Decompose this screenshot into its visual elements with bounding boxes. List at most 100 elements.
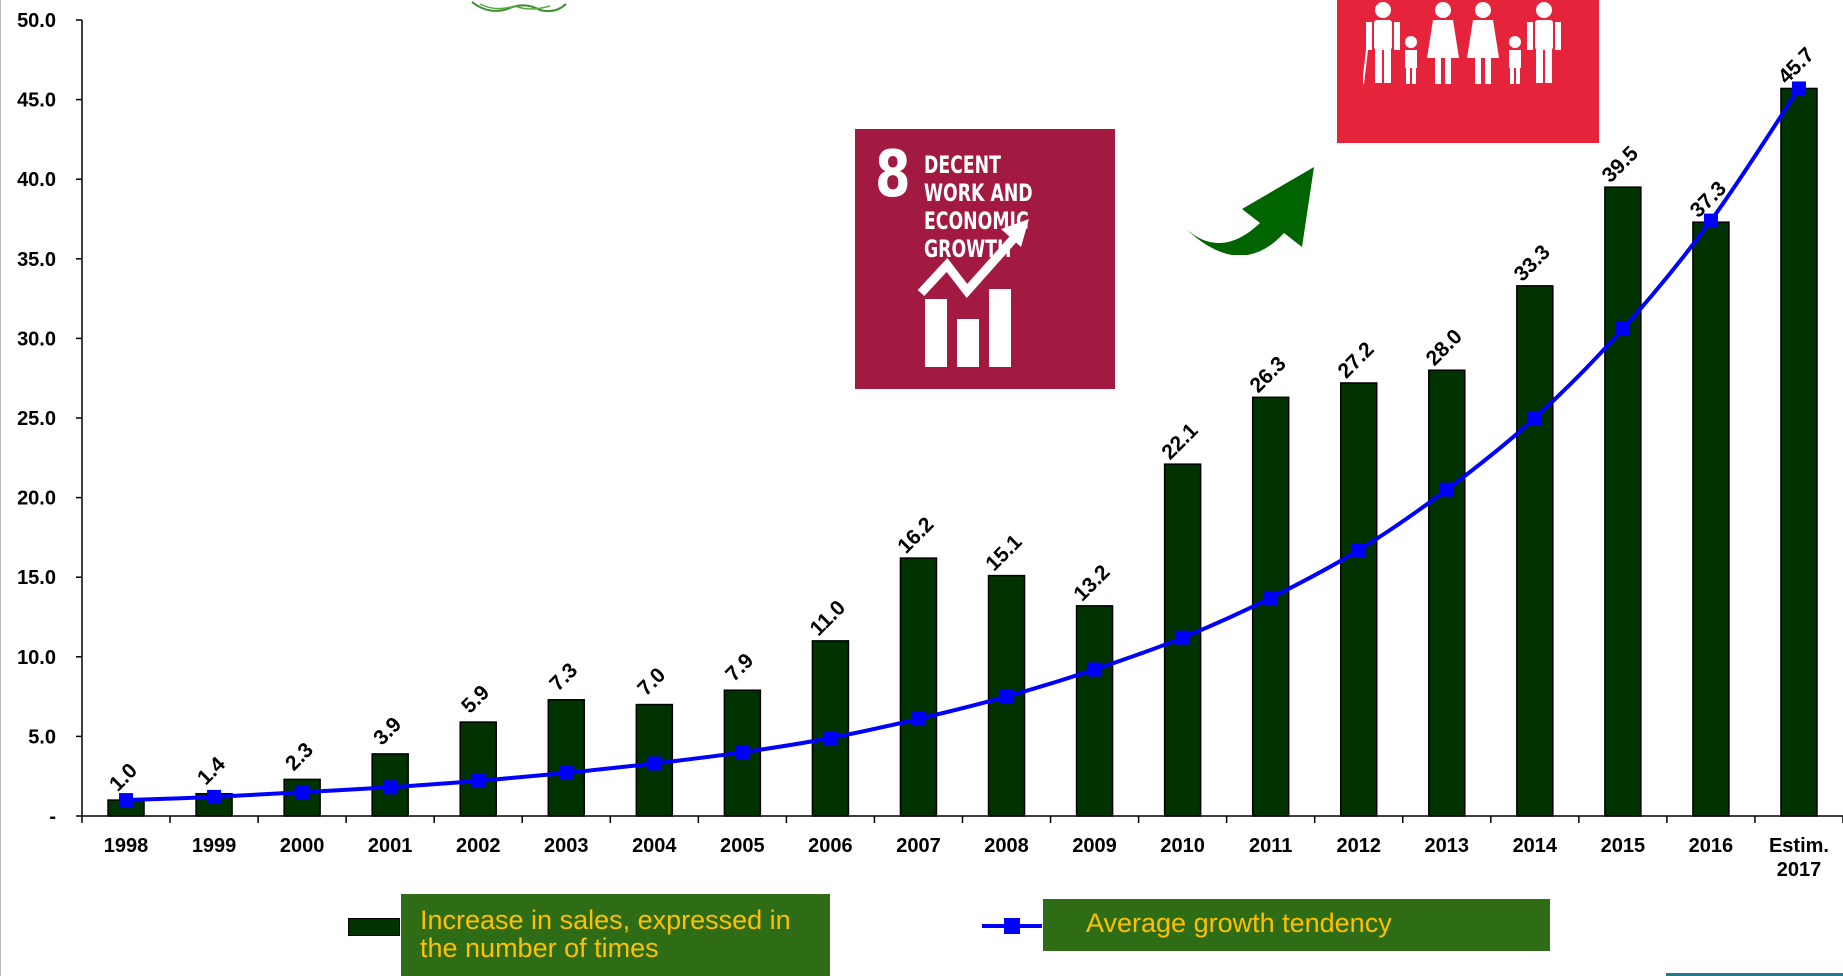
bar-data-label: 33.3 bbox=[1510, 241, 1555, 286]
chart-bars bbox=[107, 87, 1818, 817]
leaf-decoration-icon bbox=[471, 1, 567, 13]
x-tick-label: 2002 bbox=[456, 835, 501, 857]
trend-marker bbox=[1439, 482, 1454, 497]
y-tick-label: 15.0 bbox=[17, 567, 56, 589]
trend-marker bbox=[1087, 662, 1102, 677]
y-tick-label: 5.0 bbox=[28, 726, 56, 748]
trend-marker bbox=[207, 789, 222, 804]
y-tick-label: 45.0 bbox=[17, 90, 56, 112]
bar bbox=[459, 721, 497, 817]
y-tick-label: 25.0 bbox=[17, 408, 56, 430]
bar bbox=[1692, 221, 1730, 817]
y-tick-label: 30.0 bbox=[17, 328, 56, 350]
bar-data-label: 5.9 bbox=[457, 681, 494, 718]
bar bbox=[1163, 463, 1202, 817]
trend-marker bbox=[119, 793, 134, 808]
bar bbox=[1428, 369, 1466, 817]
trend-marker bbox=[823, 730, 838, 745]
bar-data-label: 7.9 bbox=[721, 649, 758, 686]
x-tick-label: 2008 bbox=[984, 835, 1029, 857]
trend-marker bbox=[911, 711, 926, 726]
trend-marker bbox=[1175, 630, 1190, 645]
sdg8-number: 8 bbox=[875, 138, 911, 212]
bar-data-label: 3.9 bbox=[369, 713, 406, 750]
x-tick-label: 2016 bbox=[1689, 835, 1734, 857]
bar-data-label: 37.3 bbox=[1686, 177, 1731, 222]
bar bbox=[1516, 285, 1554, 817]
trend-marker bbox=[471, 773, 486, 788]
trend-marker bbox=[999, 689, 1014, 704]
legend-bar-swatch bbox=[348, 918, 400, 936]
bar bbox=[1780, 87, 1818, 817]
x-tick-label: 2001 bbox=[368, 835, 413, 857]
trend-marker bbox=[1263, 590, 1278, 605]
x-tick-label: 2007 bbox=[896, 835, 941, 857]
bar-data-label: 7.0 bbox=[633, 664, 670, 701]
bar-data-label: 2.3 bbox=[281, 738, 318, 775]
x-tick-label: 2003 bbox=[544, 835, 589, 857]
corner-tab bbox=[1666, 973, 1843, 976]
x-tick-label: 2005 bbox=[720, 835, 765, 857]
trend-marker bbox=[383, 780, 398, 795]
x-tick-label: 2000 bbox=[280, 835, 325, 857]
bar-data-label: 13.2 bbox=[1069, 561, 1114, 606]
family-icon bbox=[1363, 2, 1561, 85]
legend-bar-label: Increase in sales, expressed in the numb… bbox=[401, 894, 830, 976]
bar-data-label: 1.4 bbox=[193, 752, 230, 789]
bar-data-label: 7.3 bbox=[545, 659, 582, 696]
legend-line-swatch bbox=[982, 918, 1042, 934]
y-tick-label: - bbox=[49, 806, 56, 828]
x-tick-label: 2010 bbox=[1160, 835, 1205, 857]
trend-marker bbox=[559, 766, 574, 781]
trend-marker bbox=[1615, 321, 1630, 336]
x-tick-label: 2004 bbox=[632, 835, 677, 857]
trend-marker bbox=[647, 756, 662, 771]
y-tick-label: 50.0 bbox=[17, 10, 56, 32]
left-edge-line bbox=[0, 0, 1, 976]
x-tick-label: 2013 bbox=[1425, 835, 1470, 857]
y-tick-label: 40.0 bbox=[17, 169, 56, 191]
y-tick-label: 20.0 bbox=[17, 488, 56, 510]
x-tick-label: 2014 bbox=[1513, 835, 1558, 857]
y-tick-label: 35.0 bbox=[17, 249, 56, 271]
bar bbox=[1604, 186, 1642, 817]
legend-line-label: Average growth tendency bbox=[1043, 899, 1550, 951]
bar bbox=[547, 699, 586, 817]
x-tick-label: 2017 bbox=[1777, 859, 1822, 881]
curved-arrow-icon bbox=[1184, 167, 1314, 255]
bar bbox=[1075, 605, 1114, 817]
trend-marker bbox=[1703, 213, 1718, 228]
bar-data-label: 22.1 bbox=[1157, 419, 1202, 464]
bar-data-label: 45.7 bbox=[1774, 43, 1819, 88]
x-tick-label: 1998 bbox=[104, 835, 149, 857]
growth-chart-icon bbox=[917, 219, 1029, 367]
x-tick-label: 2012 bbox=[1336, 835, 1381, 857]
bar-data-label: 27.2 bbox=[1334, 338, 1379, 383]
y-tick-label: 10.0 bbox=[17, 647, 56, 669]
x-tick-label: 2009 bbox=[1072, 835, 1117, 857]
bar-data-label: 26.3 bbox=[1245, 352, 1290, 397]
x-tick-label: 2011 bbox=[1249, 835, 1292, 857]
bar-data-label: 1.0 bbox=[105, 759, 142, 796]
sdg-family-badge bbox=[1337, 0, 1599, 143]
bar-data-label: 11.0 bbox=[806, 596, 850, 640]
x-tick-label: 2006 bbox=[808, 835, 853, 857]
x-tick-label: 2015 bbox=[1601, 835, 1646, 857]
trend-marker bbox=[1351, 543, 1366, 558]
x-tick-label: Estim. bbox=[1769, 835, 1829, 857]
x-tick-label: 1999 bbox=[192, 835, 237, 857]
trend-line bbox=[119, 81, 1806, 808]
bar-data-label: 28.0 bbox=[1422, 325, 1467, 370]
bar bbox=[811, 640, 850, 817]
bar-data-label: 39.5 bbox=[1598, 142, 1643, 187]
bar-data-label: 15.1 bbox=[981, 530, 1026, 575]
trend-marker bbox=[1527, 411, 1542, 425]
trend-marker bbox=[295, 785, 310, 800]
bar bbox=[899, 557, 938, 817]
sdg8-badge: 8 DECENT WORK AND ECONOMIC GROWTH bbox=[855, 129, 1115, 389]
bar bbox=[1339, 382, 1378, 817]
bar bbox=[1251, 396, 1290, 817]
chart-axes: - 5.0 10.0 15.0 20.0 25.0 30.0 35.0 40.0 45.0 50.0… bbox=[17, 10, 1843, 881]
trend-marker bbox=[1791, 81, 1806, 96]
